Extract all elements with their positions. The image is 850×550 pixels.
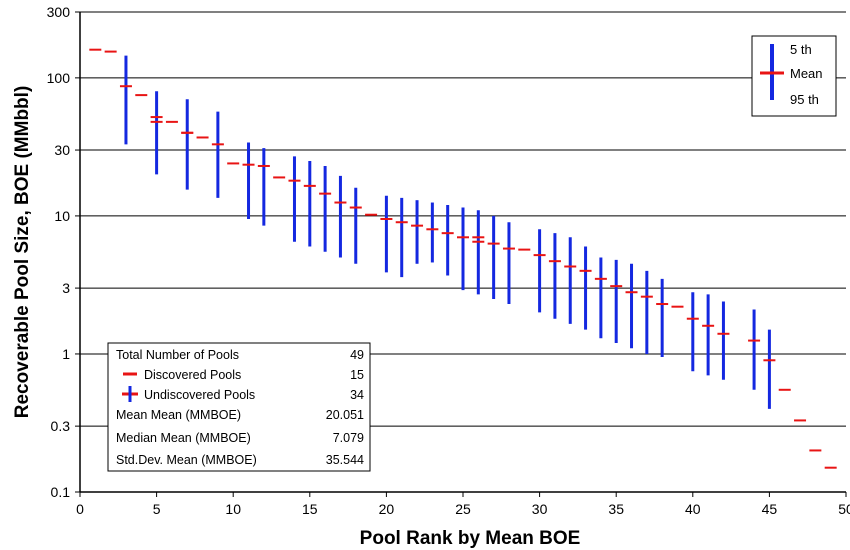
stats-label-total: Total Number of Pools <box>116 348 239 362</box>
y-tick-label: 10 <box>54 208 70 224</box>
stats-value-stddev-mean: 35.544 <box>326 453 364 467</box>
stats-value-discovered: 15 <box>350 368 364 382</box>
stats-value-mean-mean: 20.051 <box>326 408 364 422</box>
y-tick-label: 0.1 <box>51 484 71 500</box>
legend-label-95th: 95 th <box>790 92 819 107</box>
x-axis-ticks: 0 5 10 15 20 25 30 35 40 45 50 <box>76 492 850 517</box>
legend-label-5th: 5 th <box>790 42 812 57</box>
y-tick-label: 30 <box>54 142 70 158</box>
x-tick-label: 35 <box>608 501 624 517</box>
legend-box <box>751 35 837 117</box>
stats-value-undiscovered: 34 <box>350 388 364 402</box>
x-tick-label: 15 <box>302 501 318 517</box>
y-axis-title: Recoverable Pool Size, BOE (MMbbl) <box>12 86 33 419</box>
x-tick-label: 5 <box>153 501 161 517</box>
x-tick-label: 40 <box>685 501 701 517</box>
x-tick-label: 25 <box>455 501 471 517</box>
y-tick-label: 0.3 <box>51 418 71 434</box>
x-axis-title: Pool Rank by Mean BOE <box>360 528 581 549</box>
y-tick-label: 300 <box>47 4 71 20</box>
x-tick-label: 45 <box>762 501 778 517</box>
undiscovered-ranges <box>124 55 771 409</box>
x-tick-label: 50 <box>838 501 850 517</box>
stats-label-median-mean: Median Mean (MMBOE) <box>116 431 251 445</box>
y-tick-label: 1 <box>62 346 70 362</box>
stats-label-discovered: Discovered Pools <box>144 368 241 382</box>
legend: 5 th Mean 95 th <box>751 35 837 117</box>
x-tick-label: 0 <box>76 501 84 517</box>
stats-label-undiscovered: Undiscovered Pools <box>144 388 255 402</box>
y-tick-label: 3 <box>62 280 70 296</box>
legend-label-mean: Mean <box>790 66 823 81</box>
y-axis-ticks: 0.1 0.3 1 3 10 30 100 300 <box>47 4 80 500</box>
stats-box-frame <box>107 342 371 472</box>
x-tick-label: 10 <box>225 501 241 517</box>
stats-label-stddev-mean: Std.Dev. Mean (MMBOE) <box>116 453 257 467</box>
x-tick-label: 30 <box>532 501 548 517</box>
stats-label-mean-mean: Mean Mean (MMBOE) <box>116 408 241 422</box>
x-tick-label: 20 <box>379 501 395 517</box>
stats-value-median-mean: 7.079 <box>333 431 364 445</box>
stats-box: Total Number of Pools 49 Discovered Pool… <box>107 342 371 472</box>
y-tick-label: 100 <box>47 70 71 86</box>
mean-markers <box>89 48 837 469</box>
stats-value-total: 49 <box>350 348 364 362</box>
